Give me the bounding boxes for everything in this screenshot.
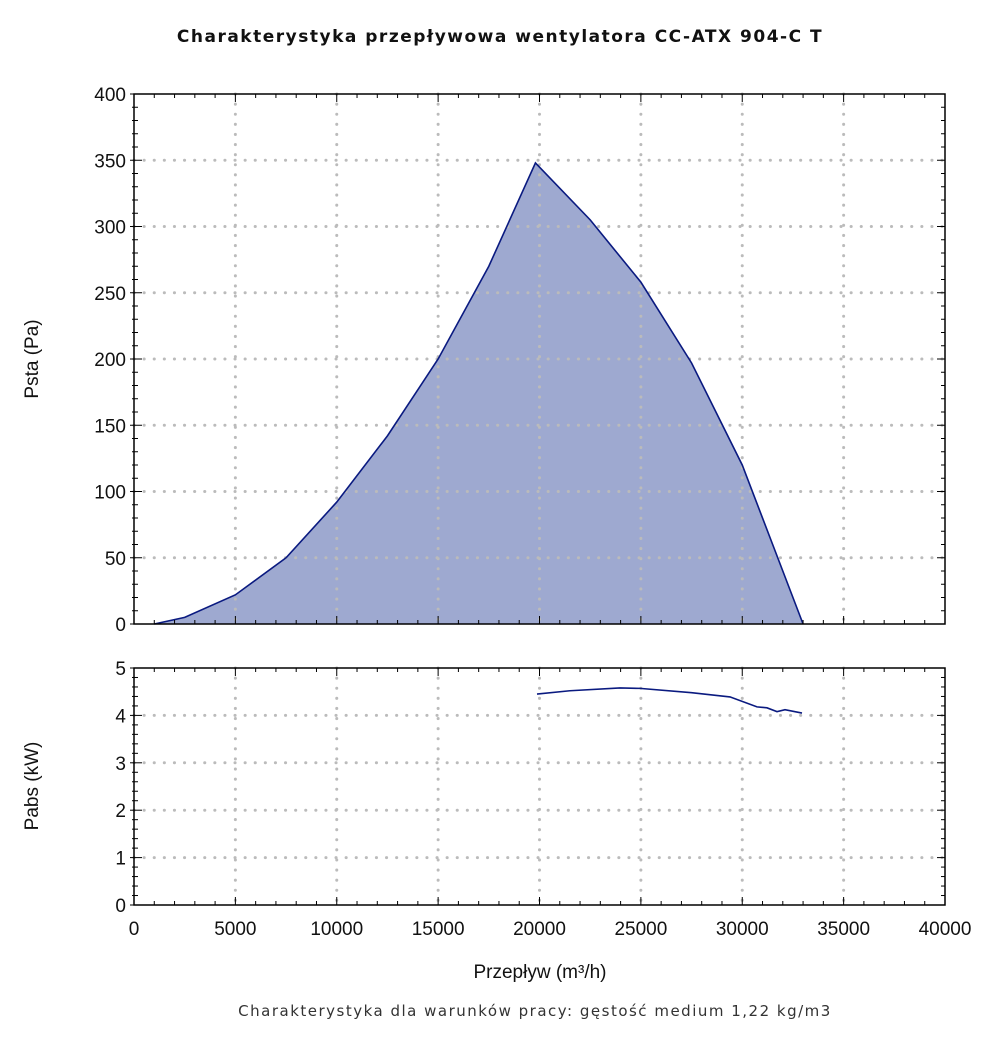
- x-tick-label: 40000: [919, 919, 972, 940]
- x-tick-label: 0: [129, 919, 140, 940]
- x-tick-label: 5000: [214, 919, 256, 940]
- y-tick-label: 0: [115, 615, 126, 636]
- y-tick-label: 100: [94, 483, 126, 504]
- x-tick-label: 35000: [817, 919, 870, 940]
- y-tick-label: 5: [115, 659, 126, 680]
- y-tick-label: 0: [115, 896, 126, 917]
- y-tick-label: 250: [94, 284, 126, 305]
- y-tick-label: 300: [94, 218, 126, 239]
- x-tick-label: 15000: [412, 919, 465, 940]
- x-tick-label: 25000: [614, 919, 667, 940]
- chart-title: Charakterystyka przepływowa wentylatora …: [177, 27, 823, 47]
- psta-line: [154, 161, 804, 625]
- y-tick-label: 350: [94, 151, 126, 172]
- y-tick-label: 2: [115, 801, 126, 822]
- y-tick-label: 4: [115, 706, 126, 727]
- x-tick-label: 30000: [716, 919, 769, 940]
- y-tick-label: 400: [94, 85, 126, 106]
- psta-area: [154, 162, 804, 624]
- y-tick-label: 200: [94, 350, 126, 371]
- y-tick-label: 3: [115, 754, 126, 775]
- x-tick-label: 20000: [513, 919, 566, 940]
- y-axis-label-psta: Psta (Pa): [22, 319, 43, 398]
- y-tick-label: 150: [94, 416, 126, 437]
- y-tick-label: 50: [105, 549, 126, 570]
- pabs-line: [536, 687, 803, 714]
- y-tick-label: 1: [115, 849, 126, 870]
- x-tick-label: 10000: [310, 919, 363, 940]
- footnote: Charakterystyka dla warunków pracy: gęst…: [238, 1002, 832, 1020]
- y-axis-label-pabs: Pabs (kW): [22, 742, 43, 831]
- x-axis-label: Przepływ (m³/h): [473, 962, 606, 983]
